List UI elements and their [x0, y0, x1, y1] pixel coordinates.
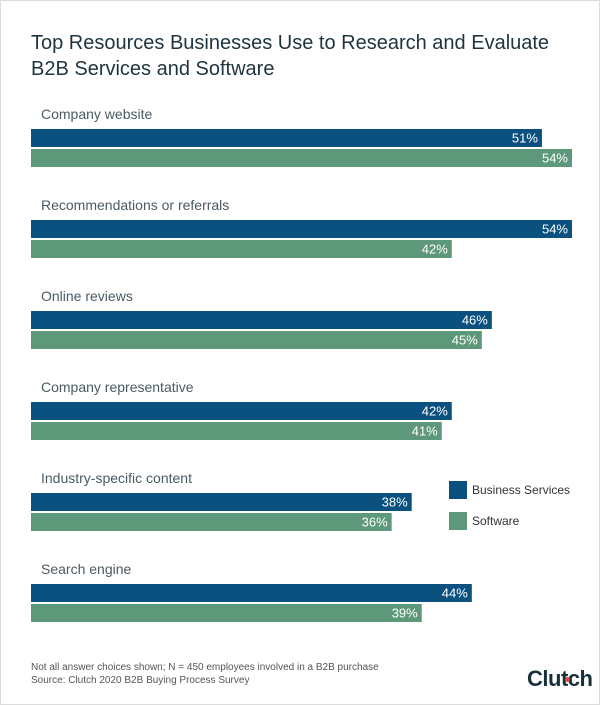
legend-swatch	[449, 481, 467, 499]
data-label: 46%	[462, 313, 488, 328]
bar-software	[31, 513, 392, 531]
bar-software	[31, 149, 572, 167]
data-label: 42%	[422, 242, 448, 257]
bar-business-services	[31, 584, 472, 602]
footnote-sample: Not all answer choices shown; N = 450 em…	[31, 662, 379, 673]
footnote-source: Source: Clutch 2020 B2B Buying Process S…	[31, 675, 250, 686]
bar-software	[31, 240, 452, 258]
bar-business-services	[31, 402, 452, 420]
data-label: 38%	[382, 495, 408, 510]
logo-dot	[565, 677, 570, 682]
category-label: Industry-specific content	[41, 470, 192, 486]
category-label: Company website	[41, 106, 152, 122]
clutch-logo: Clutch	[527, 666, 593, 692]
bar-business-services	[31, 220, 572, 238]
data-label: 44%	[442, 586, 468, 601]
bar-business-services	[31, 493, 412, 511]
bar-business-services	[31, 129, 542, 147]
data-label: 41%	[412, 424, 438, 439]
data-label: 54%	[542, 222, 568, 237]
bar-software	[31, 604, 422, 622]
chart-title: Top Resources Businesses Use to Research…	[31, 32, 550, 80]
legend-label: Business Services	[472, 483, 570, 497]
data-label: 36%	[362, 515, 388, 530]
category-label: Company representative	[41, 379, 194, 395]
category-label: Search engine	[41, 561, 132, 577]
data-label: 45%	[452, 333, 478, 348]
bar-software	[31, 331, 482, 349]
legend-swatch	[449, 512, 467, 530]
data-label: 39%	[392, 606, 418, 621]
category-label: Recommendations or referrals	[41, 197, 229, 213]
bar-software	[31, 422, 442, 440]
legend-label: Software	[472, 514, 520, 528]
data-label: 54%	[542, 151, 568, 166]
bar-business-services	[31, 311, 492, 329]
logo-text: Clutch	[527, 666, 593, 691]
category-label: Online reviews	[41, 288, 133, 304]
footnote: Not all answer choices shown; N = 450 em…	[31, 661, 379, 687]
data-label: 51%	[512, 131, 538, 146]
data-label: 42%	[422, 404, 448, 419]
